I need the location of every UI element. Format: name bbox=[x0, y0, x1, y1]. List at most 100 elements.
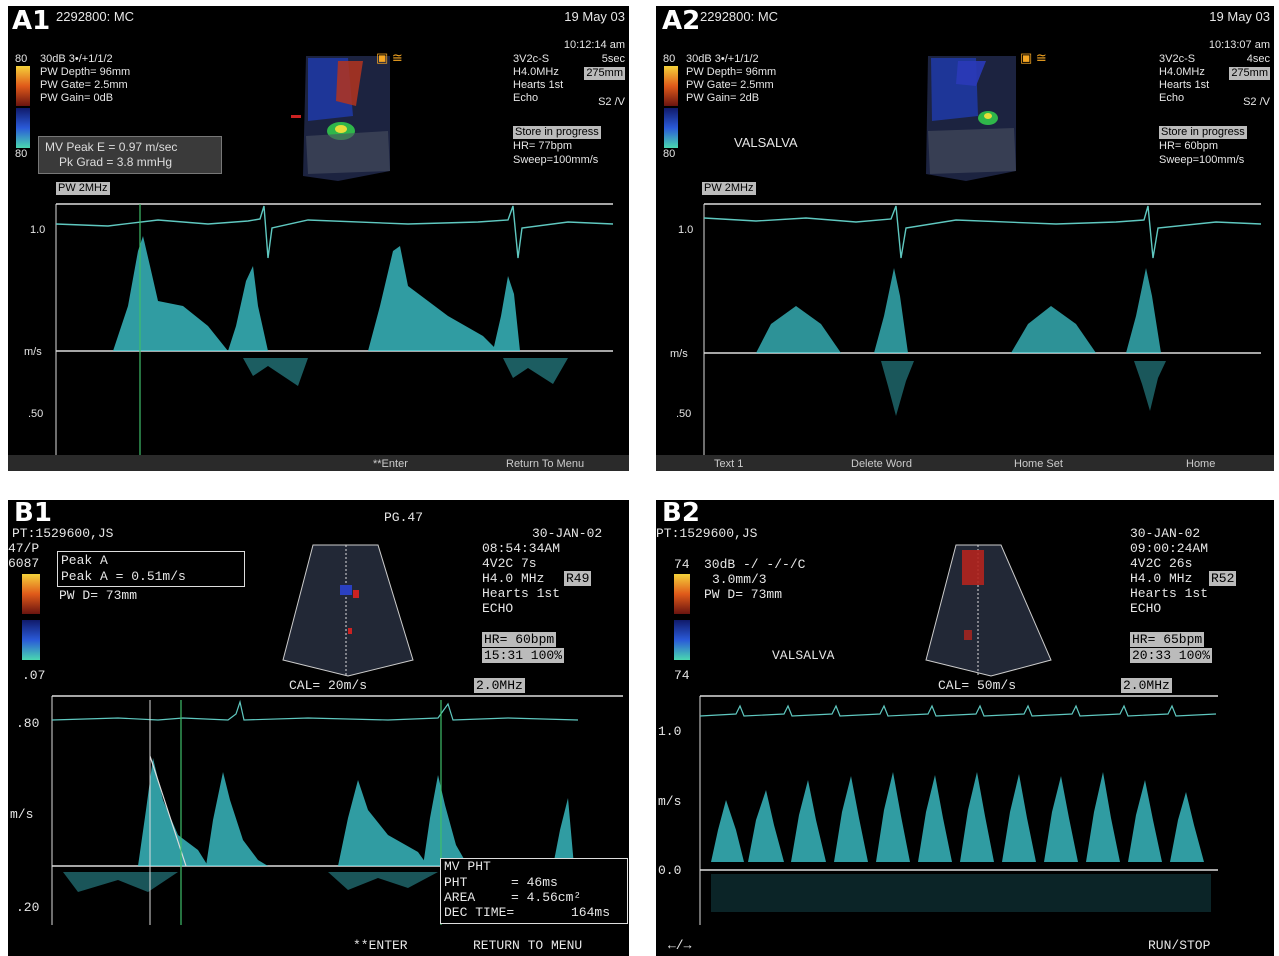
b1-result-area-label: AREA bbox=[444, 890, 476, 905]
a2-probe-3: Hearts 1st bbox=[1159, 79, 1210, 91]
a1-probe-1: 3V2c-S bbox=[513, 53, 550, 65]
b2-y-top: 1.0 bbox=[658, 724, 682, 739]
b1-patient-id: PT:1529600,JS bbox=[12, 526, 114, 541]
a2-color-icon: ▣ ≅ bbox=[1020, 50, 1047, 65]
a1-param-4: PW Gain= 0dB bbox=[40, 92, 114, 104]
a1-meas-peak: MV Peak E = 0.97 m/sec bbox=[45, 140, 178, 154]
a2-y-mid: m/s bbox=[670, 348, 688, 360]
a2-menu-text1[interactable]: Text 1 bbox=[714, 458, 744, 470]
b1-probe-2: H4.0 MHz bbox=[482, 571, 545, 586]
b2-note: VALSALVA bbox=[772, 648, 835, 663]
a1-probe-2: H4.0MHz bbox=[513, 66, 559, 78]
a2-doppler-spectrum bbox=[756, 268, 1166, 416]
b1-peak-box: Peak A Peak A = 0.51m/s bbox=[57, 551, 245, 587]
a1-panel-label: A1 bbox=[12, 6, 51, 36]
a1-graphics bbox=[16, 56, 614, 461]
a2-param-3: PW Gate= 2.5mm bbox=[686, 79, 774, 91]
a1-param-3: PW Gate= 2.5mm bbox=[40, 79, 128, 91]
a2-menu-home[interactable]: Home bbox=[1186, 458, 1216, 470]
b1-panel-label: B1 bbox=[14, 500, 52, 528]
a1-status-hr: HR= 77bpm bbox=[513, 140, 573, 152]
b1-side-1: 47/P bbox=[8, 541, 40, 556]
a1-menu-bar: **Enter Return To Menu bbox=[8, 455, 629, 471]
b1-probe-4: ECHO bbox=[482, 601, 514, 616]
panel-a2: A2 2292800: MC 19 May 03 10:13:07 am 80 … bbox=[656, 6, 1274, 471]
b1-color-bar-top bbox=[22, 574, 40, 614]
a2-graphics bbox=[664, 56, 1262, 461]
b1-color-bar-bottom bbox=[22, 620, 40, 660]
a1-color-bar-top bbox=[16, 66, 30, 106]
a2-param-2: PW Depth= 96mm bbox=[686, 66, 777, 78]
a2-probe-4: Echo bbox=[1159, 92, 1185, 104]
a1-status-store: Store in progress bbox=[513, 126, 601, 139]
b1-probe-box: R49 bbox=[564, 571, 592, 586]
b2-y-bot: 0.0 bbox=[658, 863, 682, 878]
panel-b1: B1 PT:1529600,JS PG.47 47/P 6087 .07 Pea… bbox=[8, 500, 629, 956]
b2-y-mid: m/s bbox=[658, 794, 682, 809]
a2-probe-right-1: 4sec bbox=[1246, 53, 1270, 65]
a1-menu-enter[interactable]: **Enter bbox=[373, 458, 408, 470]
b1-ecg-trace bbox=[51, 699, 579, 721]
b1-menu-return[interactable]: RETURN TO MENU bbox=[473, 938, 583, 953]
a2-menu-delete-word[interactable]: Delete Word bbox=[851, 458, 912, 470]
b1-peak-title: Peak A bbox=[61, 553, 108, 568]
b1-result-dec-value: 164ms bbox=[571, 905, 611, 920]
b2-menu-run-stop[interactable]: RUN/STOP bbox=[1148, 938, 1211, 953]
a1-status-sweep: Sweep=100mm/s bbox=[513, 154, 599, 166]
b2-date: 30-JAN-02 bbox=[1130, 526, 1201, 541]
a1-menu-return[interactable]: Return To Menu bbox=[506, 458, 585, 470]
b2-param-1: 30dB -/ -/-/C bbox=[704, 557, 806, 572]
a1-probe-info: 3V2c-S H4.0MHz Hearts 1st Echo bbox=[513, 53, 563, 105]
b1-probe-3: Hearts 1st bbox=[482, 586, 561, 601]
a2-menu-home-set[interactable]: Home Set bbox=[1014, 458, 1063, 470]
a2-patient-id: 2292800: MC bbox=[700, 9, 779, 24]
a1-pw-freq: PW 2MHz bbox=[56, 182, 110, 195]
b1-doppler-spectrum bbox=[63, 758, 574, 892]
a1-doppler-spectrum bbox=[113, 236, 568, 386]
a1-param-1: 30dB 3•/+1/1/2 bbox=[40, 53, 113, 65]
a1-probe-right-2: 275mm bbox=[584, 67, 625, 80]
a2-scale-bottom: 80 bbox=[663, 148, 676, 160]
b2-freq: 2.0MHz bbox=[1121, 678, 1172, 693]
b2-probe-1: 4V2C 26s bbox=[1130, 556, 1193, 571]
a2-status-sweep: Sweep=100mm/s bbox=[1159, 154, 1245, 166]
a1-time: 10:12:14 am bbox=[563, 39, 625, 51]
a2-date: 19 May 03 bbox=[1209, 9, 1270, 24]
b2-param-2: 3.0mm/3 bbox=[712, 572, 767, 587]
a1-scale-bottom: 80 bbox=[15, 148, 28, 160]
a1-ecg-trace bbox=[55, 205, 614, 259]
b2-doppler-spectrum bbox=[711, 772, 1211, 912]
b2-time: 09:00:24AM bbox=[1130, 541, 1209, 556]
b2-menu-arrows[interactable]: ←/→ bbox=[668, 938, 692, 953]
a1-sector-image bbox=[291, 56, 390, 181]
a2-y-bot: .50 bbox=[676, 408, 692, 420]
b2-probe-box: R52 bbox=[1209, 571, 1237, 586]
b1-result-title: MV PHT bbox=[444, 859, 491, 874]
a1-color-icon: ▣ ≅ bbox=[376, 50, 403, 65]
b2-scale-bottom: 74 bbox=[674, 668, 690, 683]
a1-meas-grad: Pk Grad = 3.8 mmHg bbox=[59, 155, 173, 169]
b2-graphics bbox=[674, 544, 1218, 925]
b1-y-bot: .20 bbox=[16, 900, 40, 915]
b1-result-pht-label: PHT bbox=[444, 875, 468, 890]
b1-pw-depth: PW D= 73mm bbox=[59, 588, 138, 603]
a1-y-bot: .50 bbox=[28, 408, 44, 420]
a2-menu-bar: Text 1 Delete Word Home Set Home bbox=[656, 455, 1274, 471]
b2-patient-id: PT:1529600,JS bbox=[656, 526, 758, 541]
a2-status-store: Store in progress bbox=[1159, 126, 1247, 139]
a2-ecg-trace bbox=[703, 205, 1262, 259]
a2-sector-image bbox=[926, 56, 1016, 181]
a1-probe-3: Hearts 1st bbox=[513, 79, 564, 91]
b1-results-box: MV PHT PHT = 46ms AREA = 4.56cm² DEC TIM… bbox=[440, 858, 628, 924]
a2-probe-right-4: S2 /V bbox=[1243, 96, 1270, 108]
b2-sector-image bbox=[925, 544, 1052, 677]
b1-menu-enter[interactable]: **ENTER bbox=[353, 938, 408, 953]
a1-scale-top: 80 bbox=[15, 53, 28, 65]
a1-params: 30dB 3•/+1/1/2 PW Depth= 96mm PW Gate= 2… bbox=[40, 53, 130, 105]
b2-cal: CAL= 50m/s bbox=[938, 678, 1017, 693]
b1-hr-2: 15:31 100% bbox=[482, 648, 565, 663]
b2-probe-2: H4.0 MHz bbox=[1130, 571, 1193, 586]
a2-note: VALSALVA bbox=[734, 135, 798, 150]
b1-freq: 2.0MHz bbox=[474, 678, 525, 693]
a2-scale-top: 80 bbox=[663, 53, 676, 65]
